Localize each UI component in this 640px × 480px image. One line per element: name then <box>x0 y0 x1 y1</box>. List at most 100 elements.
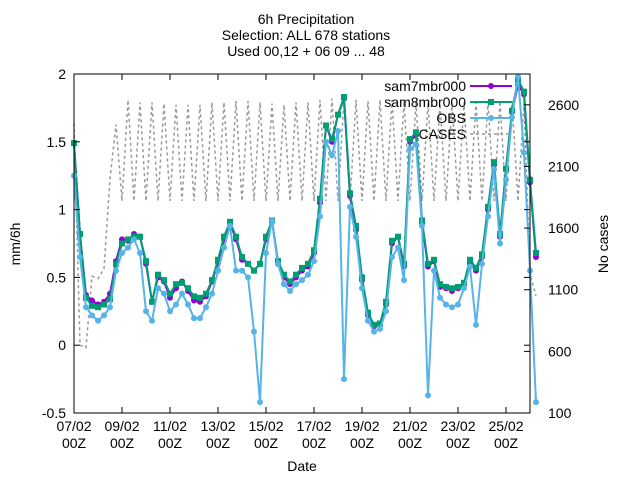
data-point <box>161 290 167 297</box>
data-point <box>251 328 257 335</box>
data-point <box>161 277 167 284</box>
y-tick-label: 1.5 <box>47 134 67 150</box>
x-tick-label-hour: 00Z <box>302 435 327 451</box>
data-point <box>215 267 221 274</box>
y2-axis: 100 600 1100 1600 2100 2600 <box>524 97 579 421</box>
data-point <box>179 290 185 297</box>
data-point <box>311 247 317 254</box>
x-tick-label-hour: 00Z <box>350 435 375 451</box>
data-point <box>281 271 287 278</box>
data-point <box>77 254 83 261</box>
data-point <box>185 301 191 308</box>
data-point <box>341 94 347 101</box>
data-point <box>431 267 437 274</box>
data-point <box>167 308 173 315</box>
data-point <box>221 233 227 240</box>
data-point <box>107 296 113 303</box>
data-point <box>311 258 317 265</box>
data-point <box>77 231 83 238</box>
data-point <box>113 260 119 267</box>
data-point <box>347 190 353 197</box>
x-tick-label-hour: 00Z <box>254 435 279 451</box>
data-point <box>89 312 95 319</box>
data-point <box>425 260 431 267</box>
data-point <box>119 249 125 256</box>
y2-tick-label: 2600 <box>548 97 579 113</box>
y2-tick-label: 2100 <box>548 158 579 174</box>
data-point <box>191 315 197 322</box>
data-point <box>533 399 539 406</box>
legend-label: OBS <box>436 110 466 126</box>
data-point <box>455 301 461 308</box>
data-point <box>467 263 473 270</box>
data-point <box>521 149 527 156</box>
data-point <box>293 271 299 278</box>
data-point <box>329 152 335 159</box>
y-axis-label: mm/6h <box>7 223 23 266</box>
data-point <box>287 278 293 285</box>
x-tick-label: 21/02 <box>392 418 427 434</box>
data-point <box>143 258 149 265</box>
data-point <box>155 285 161 292</box>
data-point <box>335 111 341 118</box>
data-point <box>515 73 521 80</box>
data-point <box>359 274 365 281</box>
data-point <box>371 328 377 335</box>
series-cases <box>73 98 537 349</box>
series-line <box>73 76 537 403</box>
data-point <box>131 236 137 243</box>
data-point <box>401 277 407 284</box>
x-tick-label: 17/02 <box>296 418 331 434</box>
data-point <box>203 304 209 311</box>
data-point <box>155 271 161 278</box>
data-point <box>437 281 443 288</box>
data-point <box>473 264 479 271</box>
data-point <box>89 302 95 309</box>
data-point <box>371 321 377 328</box>
data-point <box>203 290 209 297</box>
data-point <box>281 281 287 288</box>
data-point <box>287 287 293 294</box>
data-point <box>137 249 143 256</box>
data-point <box>119 240 125 247</box>
legend-marker <box>488 115 494 121</box>
legend-label: sam8mbr000 <box>384 94 466 110</box>
data-point <box>437 294 443 301</box>
y2-tick-label: 1600 <box>548 220 579 236</box>
legend-entry: OBS <box>436 110 512 126</box>
data-point <box>209 277 215 284</box>
data-point <box>125 244 131 251</box>
data-point <box>197 315 203 322</box>
legend-entry: sam8mbr000 <box>384 94 512 110</box>
data-point <box>377 325 383 332</box>
y-tick-label: 0.5 <box>47 269 67 285</box>
y-tick-label: 1 <box>58 202 66 218</box>
plot-frame <box>73 73 531 414</box>
data-point <box>239 267 245 274</box>
data-point <box>101 301 107 308</box>
y-tick-label: -0.5 <box>42 405 66 421</box>
x-tick-label-hour: 00Z <box>494 435 519 451</box>
data-point <box>107 304 113 311</box>
data-point <box>305 260 311 267</box>
data-point <box>461 285 467 292</box>
data-point <box>503 165 509 172</box>
data-point <box>149 298 155 305</box>
data-point <box>275 260 281 267</box>
chart-title-line-1: 6h Precipitation <box>258 11 355 27</box>
x-tick-label-hour: 00Z <box>446 435 471 451</box>
data-point <box>365 309 371 316</box>
x-axis: 07/0200Z09/0200Z11/0200Z13/0200Z15/0200Z… <box>56 74 524 451</box>
data-point <box>359 285 365 292</box>
data-point <box>329 136 335 143</box>
data-point <box>521 88 527 95</box>
data-point <box>479 260 485 267</box>
data-point <box>89 297 95 304</box>
data-point <box>389 254 395 261</box>
data-point <box>197 294 203 301</box>
data-point <box>335 127 341 134</box>
y-tick-label: 2 <box>58 66 66 82</box>
data-point <box>215 256 221 263</box>
